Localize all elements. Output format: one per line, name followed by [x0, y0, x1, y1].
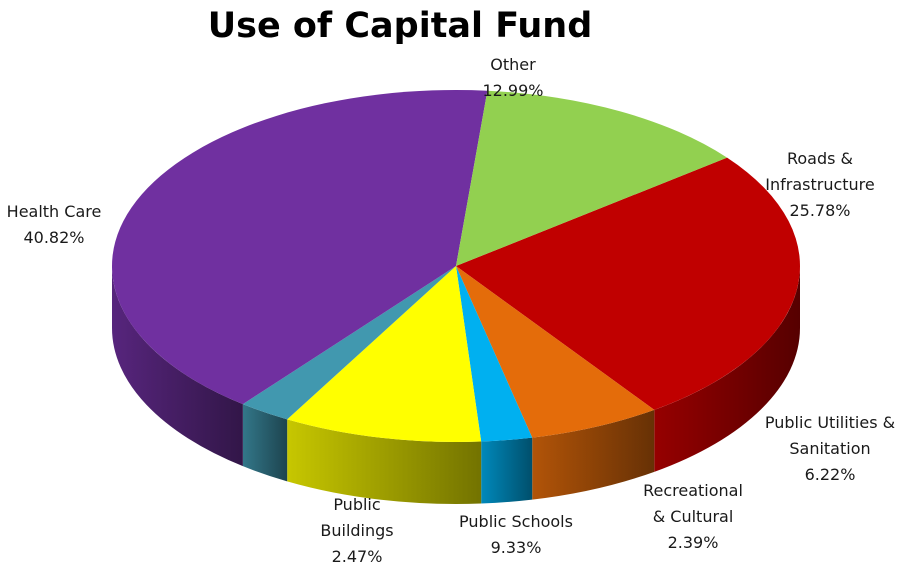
data-label-name: Public [333, 495, 380, 514]
pie-slice-public-utilities-sanitation [456, 266, 655, 438]
data-label-other: Other 12.99% [482, 55, 543, 100]
pie-side-recreational-cultural [481, 437, 533, 504]
pie-side-health-care [112, 266, 243, 467]
pie-slice-health-care [112, 90, 488, 405]
pie-slice-roads-infrastructure [456, 157, 800, 410]
data-label-value: 40.82% [23, 228, 84, 247]
pie-slice-public-schools [287, 266, 482, 443]
data-label-value: 2.39% [668, 533, 719, 552]
data-label-public-schools: Public Schools 9.33% [459, 512, 573, 557]
data-label-name: Health Care [7, 202, 102, 221]
pie-side-public-buildings [242, 404, 288, 482]
data-label-name: Sanitation [789, 439, 870, 458]
pie-data-labels: Roads & Infrastructure 25.78% Public Utilit… [7, 55, 895, 566]
data-label-name: Roads & [787, 149, 853, 168]
data-label-public-buildings: Public Buildings 2.47% [320, 495, 393, 566]
data-label-name: Infrastructure [765, 175, 874, 194]
data-label-value: 12.99% [482, 81, 543, 100]
data-label-roads-infrastructure: Roads & Infrastructure 25.78% [765, 149, 874, 220]
data-label-recreational-cultural: Recreational & Cultural 2.39% [643, 481, 743, 552]
pie-top-faces [112, 90, 800, 443]
data-label-value: 6.22% [805, 465, 856, 484]
data-label-value: 2.47% [332, 547, 383, 566]
data-label-name: Public Schools [459, 512, 573, 531]
pie-slice-other [456, 90, 728, 266]
data-label-value: 25.78% [789, 201, 850, 220]
pie-slice-public-buildings [242, 266, 456, 420]
pie-slice-recreational-cultural [456, 266, 533, 442]
data-label-health-care: Health Care 40.82% [7, 202, 102, 247]
pie-side-public-utilities-sanitation [532, 409, 655, 500]
data-label-name: Buildings [320, 521, 393, 540]
pie-side-public-schools [287, 419, 482, 505]
data-label-name: & Cultural [653, 507, 734, 526]
data-label-name: Public Utilities & [765, 413, 895, 432]
data-label-name: Recreational [643, 481, 743, 500]
data-label-name: Other [490, 55, 536, 74]
pie-side-walls [112, 266, 800, 505]
data-label-public-utilities-sanitation: Public Utilities & Sanitation 6.22% [765, 413, 895, 484]
pie-side-roads-infrastructure [654, 266, 800, 472]
chart-title: Use of Capital Fund [207, 6, 593, 46]
data-label-value: 9.33% [491, 538, 542, 557]
